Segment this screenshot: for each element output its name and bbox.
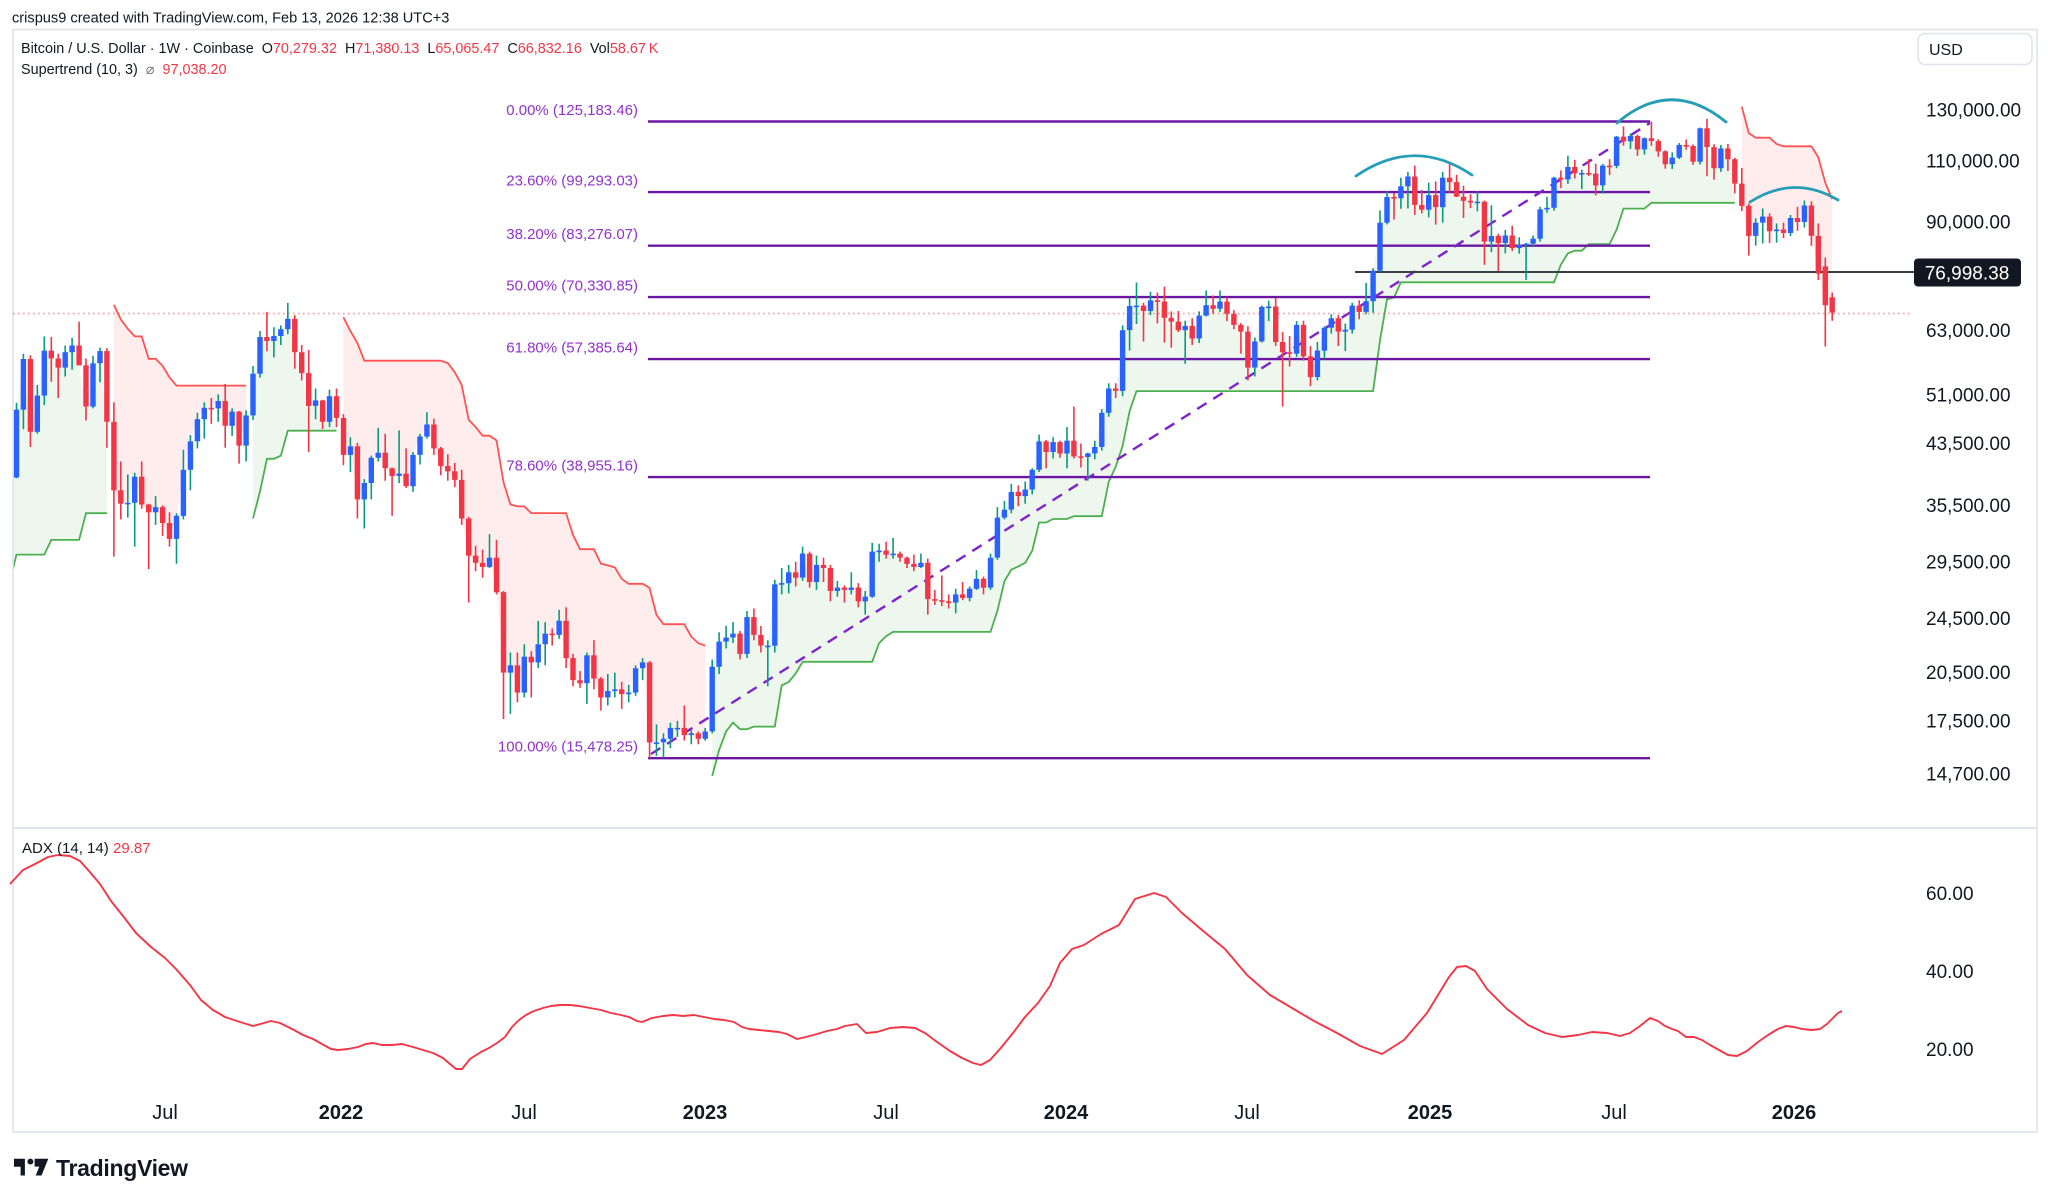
svg-text:17,500.00: 17,500.00 — [1926, 711, 2011, 732]
svg-text:ADX (14, 14): ADX (14, 14) — [22, 840, 109, 857]
svg-text:Jul: Jul — [511, 1102, 537, 1124]
svg-text:35,500.00: 35,500.00 — [1926, 496, 2011, 517]
svg-text:2025: 2025 — [1408, 1102, 1453, 1124]
svg-text:29,500.00: 29,500.00 — [1926, 552, 2011, 573]
svg-text:61.80% (57,385.64): 61.80% (57,385.64) — [506, 340, 638, 357]
svg-text:20,500.00: 20,500.00 — [1926, 663, 2011, 684]
svg-text:2024: 2024 — [1044, 1102, 1089, 1124]
svg-text:78.60% (38,955.16): 78.60% (38,955.16) — [506, 458, 638, 475]
svg-text:14,700.00: 14,700.00 — [1926, 764, 2011, 785]
svg-text:20.00: 20.00 — [1926, 1040, 1974, 1061]
svg-text:51,000.00: 51,000.00 — [1926, 386, 2011, 407]
svg-text:23.60% (99,293.03): 23.60% (99,293.03) — [506, 173, 638, 190]
svg-text:43,500.00: 43,500.00 — [1926, 434, 2011, 455]
svg-text:90,000.00: 90,000.00 — [1926, 213, 2011, 234]
svg-text:110,000.00: 110,000.00 — [1926, 151, 2020, 172]
svg-text:2022: 2022 — [319, 1102, 364, 1124]
svg-text:50.00% (70,330.85): 50.00% (70,330.85) — [506, 278, 638, 295]
svg-text:Bitcoin / U.S. Dollar · 1W · C: Bitcoin / U.S. Dollar · 1W · Coinbase O7… — [21, 41, 659, 57]
svg-text:Jul: Jul — [1234, 1102, 1260, 1124]
svg-text:29.87: 29.87 — [113, 840, 151, 857]
svg-text:63,000.00: 63,000.00 — [1926, 321, 2011, 342]
svg-text:Supertrend (10, 3) ⌀ 97,038.: Supertrend (10, 3) ⌀ 97,038.20 — [21, 62, 227, 78]
svg-text:38.20% (83,276.07): 38.20% (83,276.07) — [506, 226, 638, 243]
svg-text:40.00: 40.00 — [1926, 962, 1974, 983]
svg-text:TradingView: TradingView — [56, 1155, 188, 1181]
svg-text:100.00% (15,478.25): 100.00% (15,478.25) — [498, 739, 638, 756]
svg-text:60.00: 60.00 — [1926, 884, 1974, 905]
svg-text:USD: USD — [1929, 42, 1963, 59]
svg-text:2026: 2026 — [1772, 1102, 1817, 1124]
svg-text:crispus9 created with TradingV: crispus9 created with TradingView.com, F… — [12, 11, 449, 27]
svg-text:130,000.00: 130,000.00 — [1926, 101, 2021, 122]
svg-text:Jul: Jul — [873, 1102, 899, 1124]
svg-text:24,500.00: 24,500.00 — [1926, 609, 2011, 630]
svg-text:76,998.38: 76,998.38 — [1925, 264, 2010, 285]
svg-text:0.00% (125,183.46): 0.00% (125,183.46) — [506, 102, 638, 119]
svg-text:Jul: Jul — [152, 1102, 178, 1124]
svg-text:2023: 2023 — [683, 1102, 728, 1124]
svg-text:Jul: Jul — [1601, 1102, 1627, 1124]
